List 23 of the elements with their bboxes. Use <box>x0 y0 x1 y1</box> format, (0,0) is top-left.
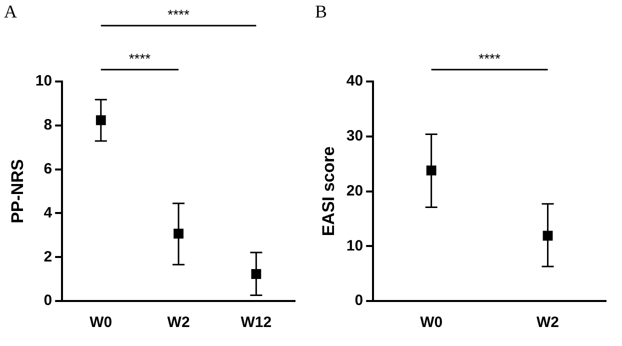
y-tick-label: 0 <box>44 292 52 310</box>
y-tick-label: 2 <box>44 248 52 266</box>
chart-title: A <box>4 2 17 22</box>
x-tick-label: W2 <box>167 314 190 332</box>
x-tick-label: W2 <box>536 314 560 332</box>
text: **** <box>128 50 152 66</box>
y-tick-label: 40 <box>346 72 364 90</box>
y-tick-label: 10 <box>346 237 364 254</box>
y-tick-label: 30 <box>346 128 364 145</box>
chart-title: B <box>315 2 328 22</box>
y-axis-title: EASI score <box>318 146 338 236</box>
y-tick-label: 4 <box>44 204 53 222</box>
text: **** <box>168 6 190 22</box>
x-tick-label: W12 <box>240 314 272 332</box>
y-axis-title: PP-NRS <box>8 159 27 224</box>
y-tick-label: 6 <box>44 160 52 178</box>
y-tick-label: 10 <box>35 72 52 90</box>
y-tick-label: 8 <box>44 116 52 134</box>
y-tick-label: 20 <box>346 182 364 200</box>
y-tick-label: 0 <box>354 292 364 310</box>
x-tick-label: W0 <box>420 314 443 332</box>
x-tick-label: W0 <box>90 314 112 332</box>
text: **** <box>478 50 501 66</box>
